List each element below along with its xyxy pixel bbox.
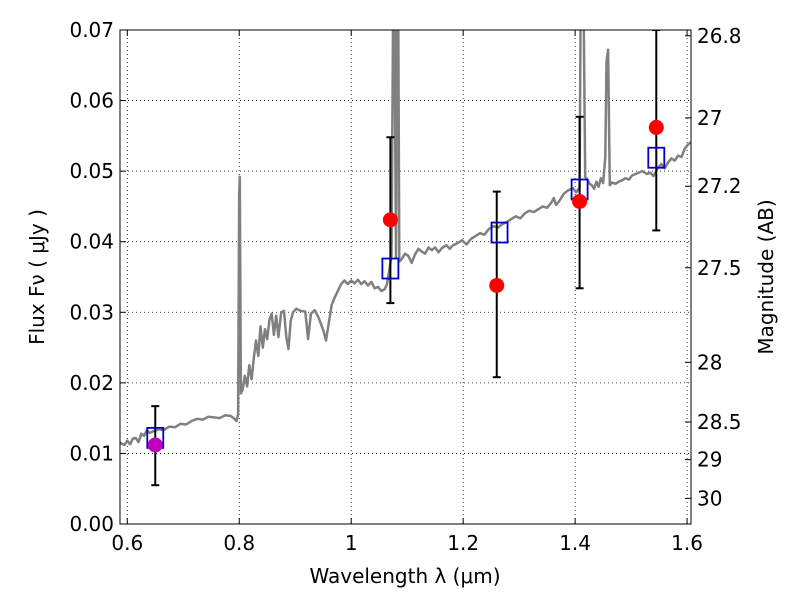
y-tick-label: 0.05 — [69, 159, 114, 183]
y-tick-label: 0.06 — [69, 89, 114, 113]
observed-flux-point — [572, 193, 588, 209]
observed-flux-point — [147, 437, 163, 453]
y-tick-label: 0.07 — [69, 18, 114, 42]
observed-flux-point — [648, 119, 664, 135]
x-tick-label: 0.6 — [111, 531, 143, 555]
x-tick-label: 1 — [345, 531, 358, 555]
y2-tick-label: 28 — [697, 350, 722, 374]
y2-tick-label: 30 — [697, 486, 722, 510]
series-layer — [120, 30, 691, 487]
tick-marks — [120, 29, 691, 525]
tick-labels: 0.6 0.8 1 1.2 1.4 1.6 0.00 0.01 0.02 0.03 0.04 0.05… — [69, 18, 741, 555]
observed-flux-point — [382, 212, 398, 228]
model-photometry-square — [381, 257, 400, 280]
y-tick-label: 0.02 — [69, 371, 114, 395]
observed-flux-point — [489, 277, 505, 293]
y2-tick-label: 26.8 — [697, 24, 742, 48]
y-tick-label: 0.03 — [69, 300, 114, 324]
x-tick-label: 1.6 — [671, 531, 703, 555]
y2-tick-label: 27 — [697, 106, 722, 130]
y-axis-label: Flux Fν ( μJy ) — [25, 209, 49, 345]
y2-tick-label: 27.5 — [697, 256, 742, 280]
y2-tick-label: 29 — [697, 448, 722, 472]
model-photometry-square — [490, 221, 509, 244]
x-axis-label: Wavelength λ (μm) — [309, 564, 500, 588]
y2-axis-label: Magnitude (AB) — [754, 199, 778, 354]
y-tick-label: 0.00 — [69, 512, 114, 536]
model-photometry-square — [647, 146, 666, 169]
y-tick-label: 0.04 — [69, 230, 114, 254]
x-tick-label: 1.2 — [447, 531, 479, 555]
y2-tick-label: 28.5 — [697, 410, 742, 434]
y-tick-label: 0.01 — [69, 441, 114, 465]
plot-frame — [119, 29, 692, 525]
x-tick-label: 1.4 — [559, 531, 591, 555]
y2-tick-label: 27.2 — [697, 174, 742, 198]
x-tick-label: 0.8 — [223, 531, 255, 555]
model-spectrum-line — [120, 30, 691, 447]
